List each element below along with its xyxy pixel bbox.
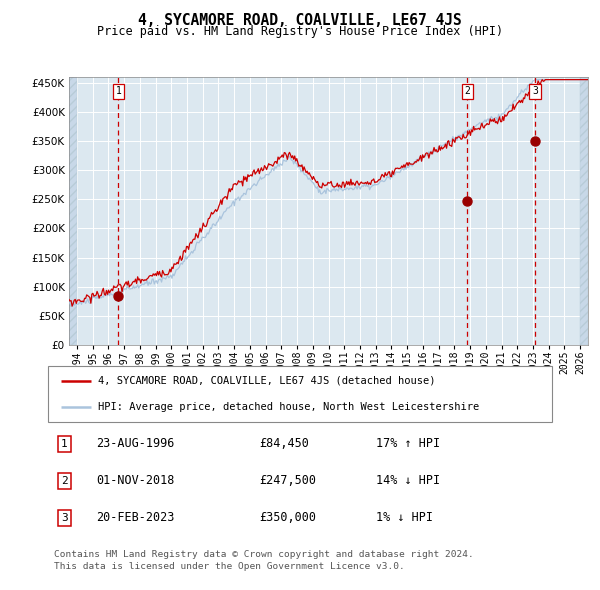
Text: 01-NOV-2018: 01-NOV-2018	[96, 474, 174, 487]
Text: 2: 2	[61, 476, 68, 486]
FancyBboxPatch shape	[48, 366, 552, 422]
Text: £247,500: £247,500	[260, 474, 317, 487]
Text: 23-AUG-1996: 23-AUG-1996	[96, 437, 174, 450]
Text: 1: 1	[61, 439, 68, 449]
Text: 1: 1	[116, 86, 121, 96]
Text: 2: 2	[464, 86, 470, 96]
Text: HPI: Average price, detached house, North West Leicestershire: HPI: Average price, detached house, Nort…	[98, 402, 479, 412]
Text: 4, SYCAMORE ROAD, COALVILLE, LE67 4JS (detached house): 4, SYCAMORE ROAD, COALVILLE, LE67 4JS (d…	[98, 376, 436, 386]
Text: 4, SYCAMORE ROAD, COALVILLE, LE67 4JS: 4, SYCAMORE ROAD, COALVILLE, LE67 4JS	[138, 13, 462, 28]
Text: Price paid vs. HM Land Registry's House Price Index (HPI): Price paid vs. HM Land Registry's House …	[97, 25, 503, 38]
Text: 3: 3	[61, 513, 68, 523]
Text: 3: 3	[532, 86, 538, 96]
Text: This data is licensed under the Open Government Licence v3.0.: This data is licensed under the Open Gov…	[54, 562, 405, 571]
Text: 14% ↓ HPI: 14% ↓ HPI	[376, 474, 440, 487]
Text: Contains HM Land Registry data © Crown copyright and database right 2024.: Contains HM Land Registry data © Crown c…	[54, 550, 474, 559]
Text: £84,450: £84,450	[260, 437, 310, 450]
Text: £350,000: £350,000	[260, 512, 317, 525]
Text: 17% ↑ HPI: 17% ↑ HPI	[376, 437, 440, 450]
Text: 1% ↓ HPI: 1% ↓ HPI	[376, 512, 433, 525]
Text: 20-FEB-2023: 20-FEB-2023	[96, 512, 174, 525]
